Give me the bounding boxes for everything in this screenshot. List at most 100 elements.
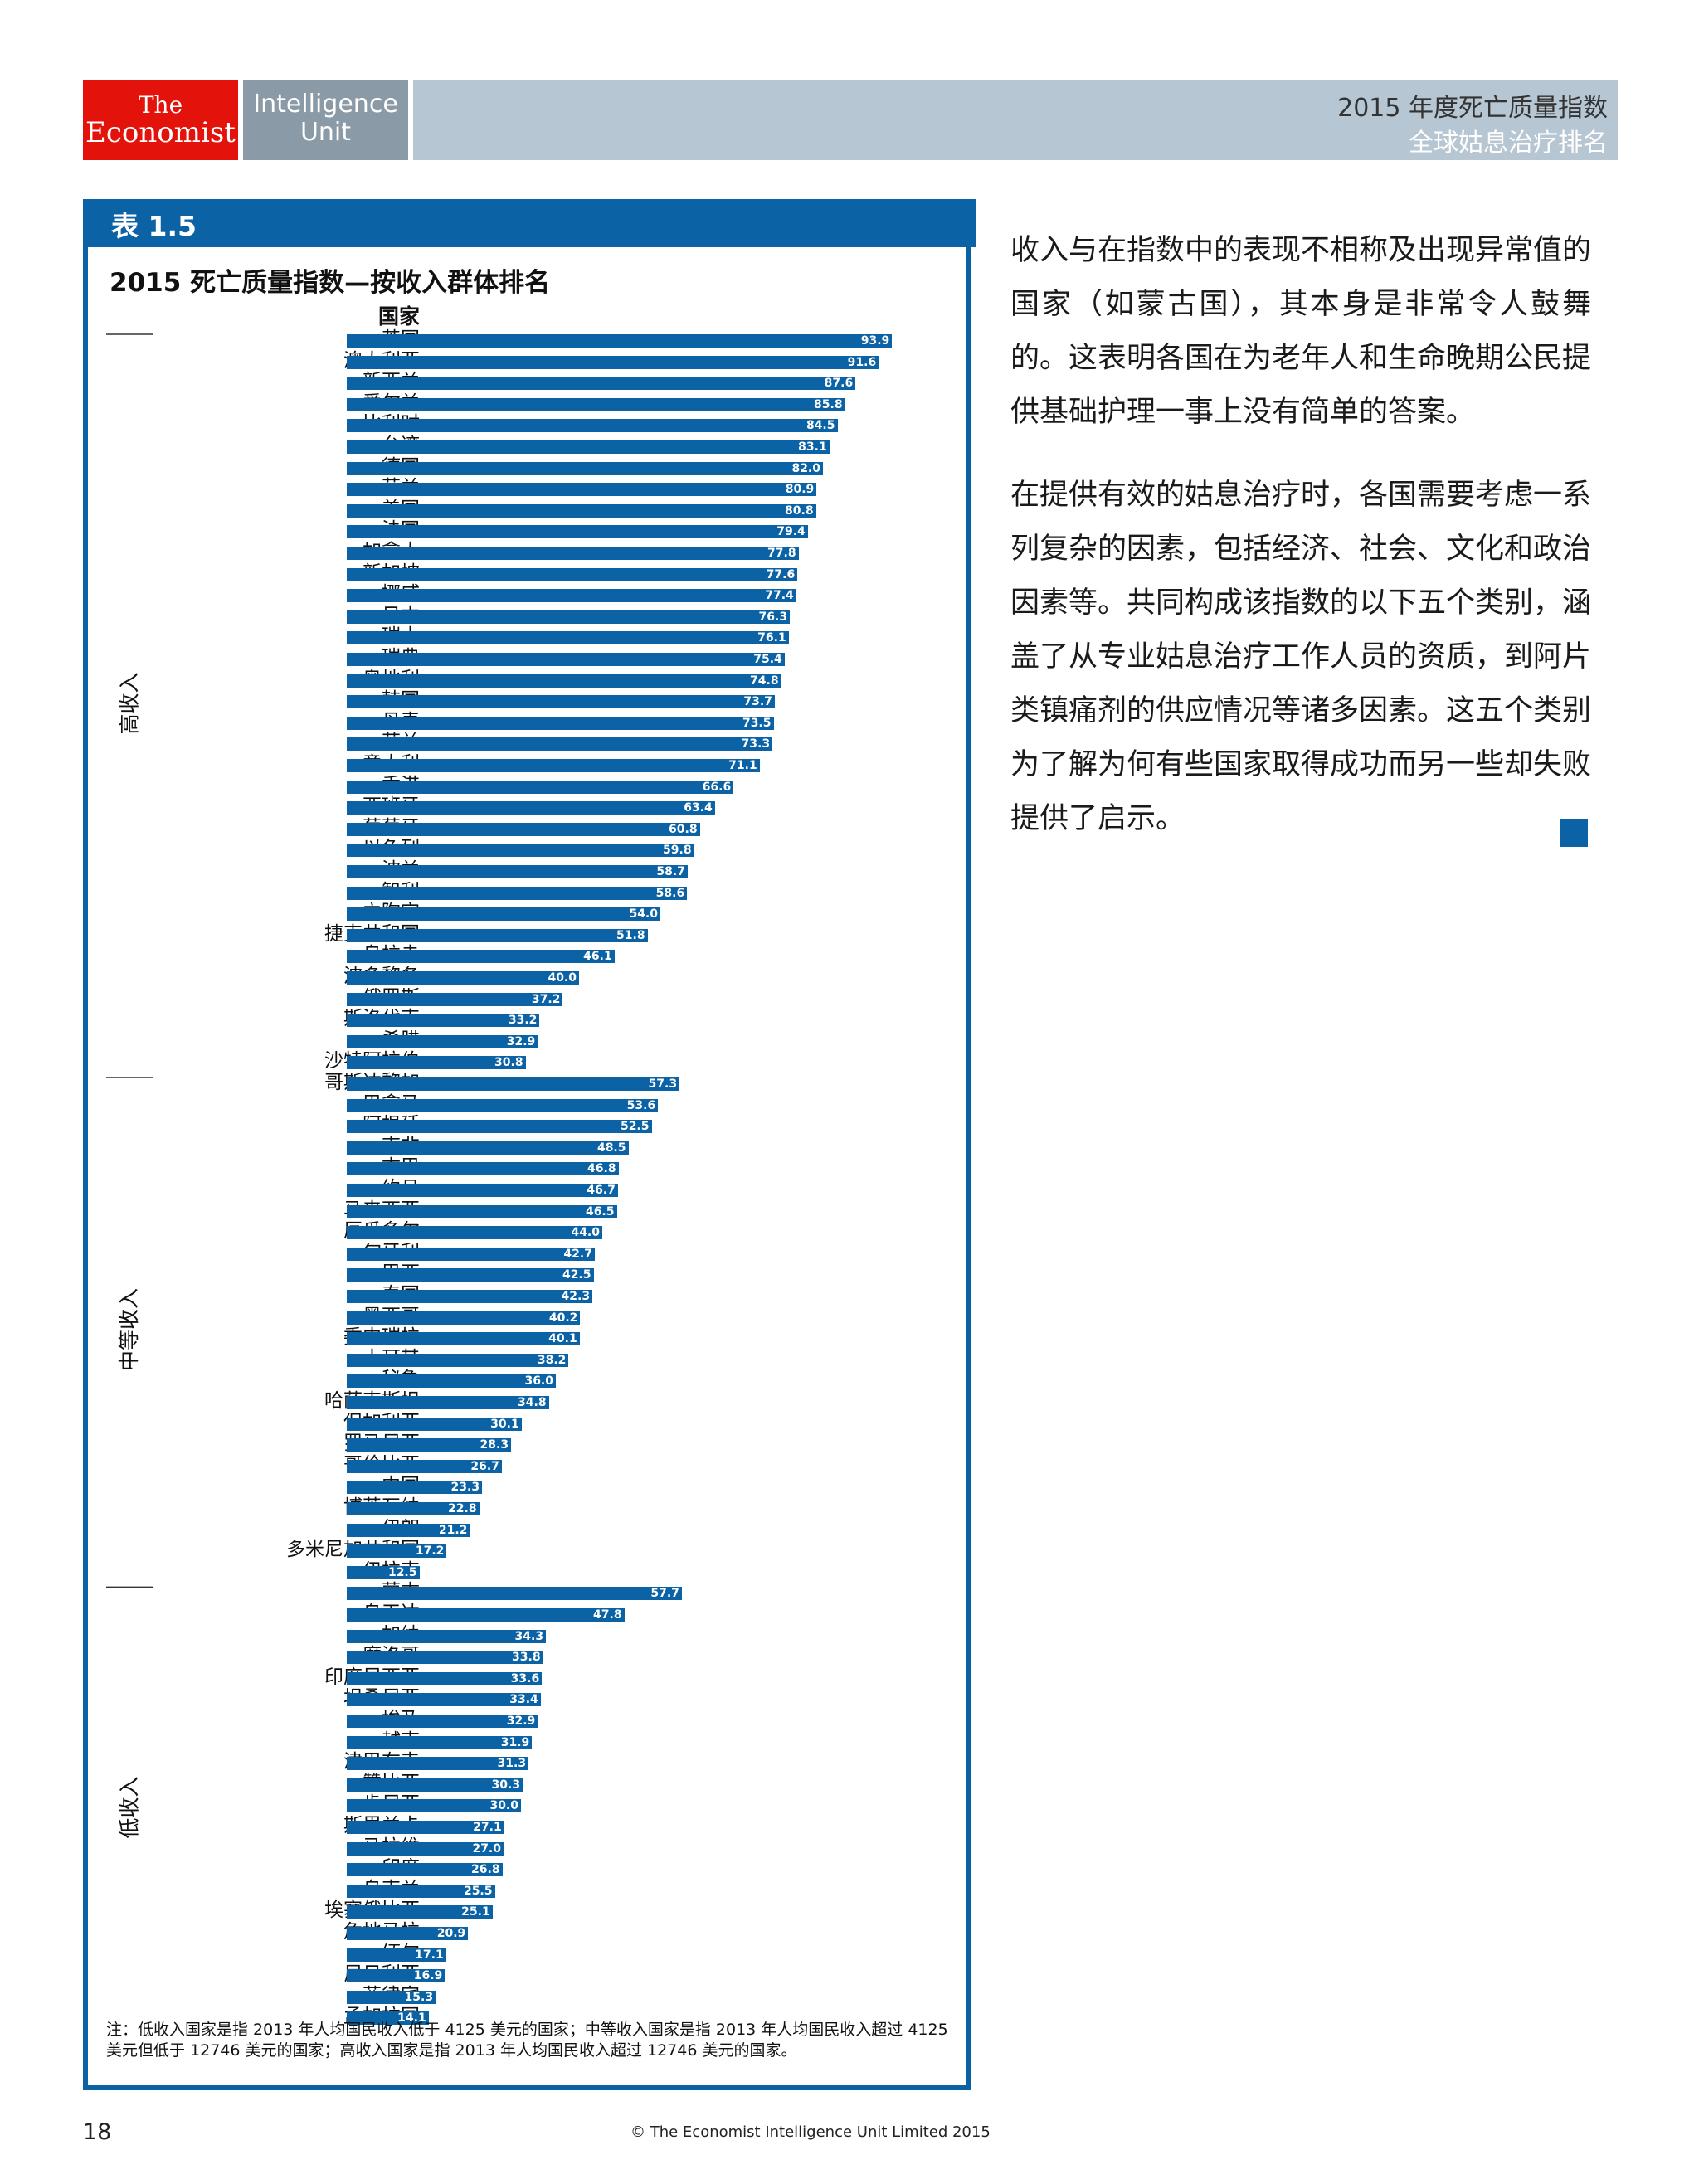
bar: 75.4: [347, 653, 785, 666]
bar: 53.6: [347, 1098, 659, 1112]
body-paragraph-1: 收入与在指数中的表现不相称及出现异常值的国家（如蒙古国），其本身是非常令人鼓舞的…: [1010, 234, 1592, 429]
bar: 77.8: [347, 547, 799, 560]
bar-value-label: 40.1: [548, 1332, 577, 1346]
bar-value-label: 42.3: [561, 1290, 591, 1303]
bar: 91.6: [347, 355, 879, 369]
bar-value-label: 58.7: [656, 865, 685, 878]
bar: 71.1: [347, 759, 760, 772]
bar: 36.0: [347, 1374, 556, 1389]
chart-title: 2015 死亡质量指数—按收入群体排名: [110, 268, 551, 298]
bar-value-label: 26.8: [471, 1863, 500, 1877]
bar-value-label: 57.3: [648, 1077, 678, 1091]
bar-value-label: 33.2: [508, 1014, 538, 1028]
bar: 58.6: [347, 886, 688, 900]
bar: 80.8: [347, 503, 816, 518]
income-group-label: 中等收入: [117, 1288, 142, 1372]
bar: 60.8: [347, 822, 700, 836]
income-group-label: 低收入: [117, 1776, 142, 1839]
bar-value-label: 46.8: [587, 1162, 616, 1176]
bar: 30.3: [347, 1778, 523, 1792]
bar: 82.0: [347, 461, 823, 475]
bar-value-label: 22.8: [448, 1502, 477, 1515]
copyright-text: © The Economist Intelligence Unit Limite…: [630, 2123, 991, 2141]
income-group-label: 高收入: [117, 672, 142, 735]
bar: 85.8: [347, 397, 845, 411]
bar: 76.1: [347, 631, 789, 645]
bar-value-label: 30.1: [490, 1417, 519, 1431]
end-mark-square: [1560, 819, 1588, 847]
bar: 83.1: [347, 440, 830, 454]
bar-value-label: 73.5: [742, 716, 772, 730]
bar-value-label: 84.5: [806, 419, 835, 433]
bar-value-label: 17.1: [415, 1948, 444, 1962]
bar-value-label: 25.1: [461, 1905, 490, 1919]
banner-subtitle: 全球姑息治疗排名: [1409, 129, 1608, 158]
bar-value-label: 71.1: [728, 759, 757, 772]
bar-value-label: 59.8: [663, 844, 692, 858]
bar-value-label: 58.6: [655, 886, 685, 900]
bar: 33.8: [347, 1651, 543, 1665]
bar-value-label: 60.8: [669, 822, 698, 836]
bar-value-label: 46.7: [587, 1184, 616, 1197]
bar: 33.4: [347, 1693, 541, 1707]
bar: 74.8: [347, 674, 781, 688]
bar-value-label: 12.5: [387, 1565, 417, 1579]
bar-value-label: 42.5: [562, 1268, 591, 1282]
bar-value-label: 46.1: [583, 950, 612, 964]
header-banner: 2015 年度死亡质量指数 全球姑息治疗排名: [413, 80, 1618, 160]
bar-value-label: 85.8: [814, 397, 843, 411]
bar: 17.1: [347, 1948, 446, 1962]
bar: 17.2: [347, 1544, 447, 1559]
bar-value-label: 53.6: [626, 1098, 656, 1112]
bar-value-label: 75.4: [753, 653, 782, 666]
bar: 58.7: [347, 865, 688, 878]
bar-value-label: 80.9: [785, 483, 815, 497]
bar-value-label: 34.8: [518, 1396, 547, 1409]
bar-value-label: 37.2: [531, 992, 561, 1006]
bar-value-label: 30.0: [489, 1799, 518, 1813]
bar-value-label: 77.8: [767, 547, 796, 560]
bar-value-label: 73.3: [741, 737, 771, 752]
bar-value-label: 93.9: [860, 334, 890, 348]
bar-value-label: 44.0: [571, 1226, 600, 1240]
bar-value-label: 51.8: [616, 928, 645, 942]
bar: 93.9: [347, 334, 893, 348]
bar-value-label: 23.3: [450, 1481, 480, 1495]
bar-value-label: 79.4: [776, 525, 806, 539]
bar: 20.9: [347, 1927, 469, 1940]
bar-value-label: 31.3: [497, 1757, 527, 1771]
logo-economist-text: Economist: [85, 116, 236, 149]
bar: 37.2: [347, 992, 563, 1006]
bar: 73.3: [347, 737, 773, 752]
bar-value-label: 76.3: [758, 610, 788, 624]
bar-value-label: 36.0: [524, 1374, 553, 1389]
bar: 47.8: [347, 1608, 625, 1622]
bar: 46.8: [347, 1162, 619, 1176]
bar: 30.1: [347, 1417, 522, 1431]
bar: 59.8: [347, 844, 694, 858]
bar-value-label: 66.6: [702, 780, 732, 794]
bar: 52.5: [347, 1120, 652, 1134]
bar-value-label: 27.1: [473, 1821, 502, 1834]
bar: 84.5: [347, 419, 838, 433]
bar-value-label: 73.7: [743, 695, 772, 709]
bar-value-label: 47.8: [593, 1608, 622, 1622]
bar-value-label: 80.8: [785, 503, 814, 518]
body-text: 收入与在指数中的表现不相称及出现异常值的国家（如蒙古国），其本身是非常令人鼓舞的…: [1010, 224, 1591, 875]
bar-value-label: 42.7: [563, 1247, 592, 1261]
bar: 21.2: [347, 1523, 470, 1537]
bar: 66.6: [347, 780, 734, 794]
bar: 27.1: [347, 1821, 504, 1834]
bar-value-label: 82.0: [791, 461, 820, 475]
bar-value-label: 46.5: [585, 1204, 615, 1218]
bar: 33.6: [347, 1671, 543, 1685]
bar-value-label: 20.9: [436, 1927, 466, 1940]
bar-value-label: 83.1: [798, 440, 827, 454]
page-number: 18: [83, 2119, 112, 2145]
bar: 42.5: [347, 1268, 594, 1282]
bar: 15.3: [347, 1990, 436, 2004]
bar-value-label: 33.4: [509, 1693, 538, 1707]
bar-value-label: 30.8: [494, 1056, 523, 1070]
bar-value-label: 28.3: [480, 1438, 509, 1452]
body-paragraph-2: 在提供有效的姑息治疗时，各国需要考虑一系列复杂的因素，包括经济、社会、文化和政治…: [1010, 479, 1592, 835]
